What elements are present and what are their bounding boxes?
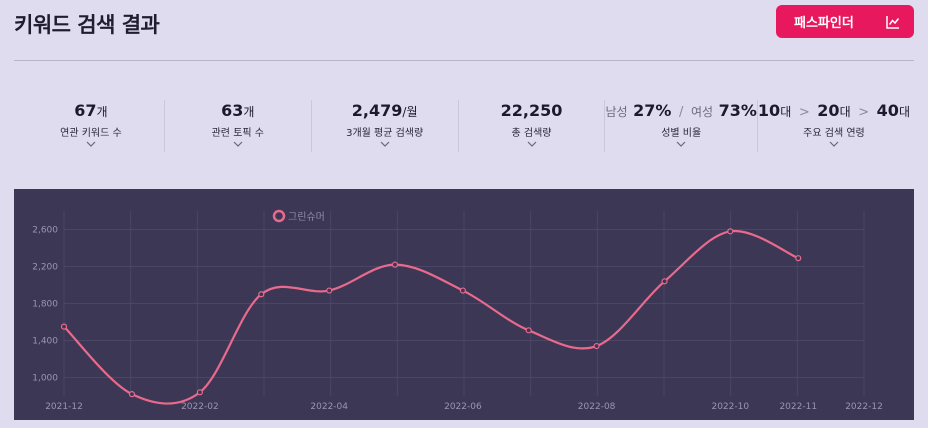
stat-unit: 개 (243, 105, 255, 119)
series-points (60, 228, 802, 398)
age-value: 40 (876, 101, 899, 120)
x-tick-label: 2022-10 (711, 402, 749, 412)
age-value: 10 (757, 101, 781, 120)
chevron-down-icon (829, 141, 839, 147)
age-unit: 대 (839, 105, 851, 119)
x-tick-label: 2022-04 (310, 402, 348, 412)
y-tick-label: 1,800 (32, 300, 58, 310)
series-line-greensumer (63, 230, 799, 405)
x-tick-label: 2021-12 (45, 402, 83, 412)
data-point (326, 287, 333, 294)
data-point (258, 291, 265, 298)
data-point (593, 342, 600, 350)
x-axis-ticks: 2021-12 2022-02 2022-04 2022-06 2022-08 2022-… (45, 402, 883, 412)
chevron-down-icon (676, 141, 686, 147)
stat-monthly-average[interactable]: 2,479/월 3개월 평균 검색량 (312, 100, 459, 152)
male-value: 27% (633, 101, 672, 120)
stat-unit: /월 (402, 105, 418, 119)
data-point (459, 287, 467, 294)
y-axis-ticks: 1,000 1,400 1,800 2,200 2,600 (32, 226, 58, 384)
stat-main-age[interactable]: 10대 > 20대 > 40대 주요 검색 연령 (758, 100, 910, 152)
data-point (661, 278, 668, 285)
data-point (727, 228, 734, 235)
data-point (128, 391, 136, 398)
chevron-down-icon (380, 141, 390, 147)
age-value: 20 (817, 101, 840, 120)
chart-panel: 1,000 1,400 1,800 2,200 2,600 2021-12 2022-02… (14, 189, 914, 420)
y-tick-label: 2,600 (32, 226, 58, 236)
y-tick-label: 1,400 (32, 337, 58, 347)
male-label: 남성 (605, 105, 628, 119)
stat-related-topics[interactable]: 63개 관련 토픽 수 (165, 100, 312, 152)
data-point (196, 389, 203, 396)
stat-value: 63 (221, 101, 244, 120)
legend-marker (272, 209, 286, 223)
age-unit: 대 (780, 105, 792, 119)
gender-separator: / (678, 105, 684, 120)
data-point (391, 261, 399, 268)
stat-unit: 개 (96, 105, 108, 119)
chevron-down-icon (86, 141, 96, 147)
stat-gender-ratio[interactable]: 남성 27% / 여성 73% 성별 비율 (605, 100, 758, 152)
line-chart: 1,000 1,400 1,800 2,200 2,600 2021-12 2022-02… (32, 209, 883, 412)
x-tick-label: 2022-06 (444, 402, 482, 412)
page-title: 키워드 검색 결과 (14, 13, 160, 37)
x-tick-label: 2022-12 (845, 402, 883, 412)
chevron-down-icon (233, 141, 243, 147)
data-point (525, 327, 532, 334)
stat-label: 3개월 평균 검색량 (346, 128, 424, 139)
chevron-down-icon (527, 141, 536, 147)
y-tick-label: 1,000 (32, 374, 58, 384)
x-tick-label: 2022-02 (181, 402, 219, 412)
pathfinder-label: 패스파인더 (794, 16, 854, 31)
stat-total-searches[interactable]: 22,250 총 검색량 (459, 100, 606, 152)
x-tick-label: 2022-11 (779, 402, 817, 412)
chart-grid (63, 211, 865, 396)
age-unit: 대 (898, 105, 910, 119)
legend-label: 그린슈머 (288, 211, 325, 223)
chart-legend[interactable]: 그린슈머 (272, 209, 325, 223)
stat-label: 주요 검색 연령 (803, 128, 865, 139)
age-separator: > (858, 105, 870, 120)
stat-value: 2,479 (351, 101, 403, 120)
stat-label: 관련 토픽 수 (211, 128, 264, 139)
stat-value: 67 (74, 101, 97, 120)
stat-label: 연관 키워드 수 (60, 128, 122, 139)
x-tick-label: 2022-08 (578, 402, 616, 412)
stat-value: 22,250 (500, 101, 563, 120)
data-point (60, 323, 68, 330)
female-label: 여성 (690, 105, 714, 119)
line-chart-icon (886, 15, 900, 29)
age-separator: > (798, 105, 810, 120)
stat-label: 성별 비율 (661, 128, 702, 139)
stat-related-keywords[interactable]: 67개 연관 키워드 수 (18, 100, 165, 152)
stats-summary: 67개 연관 키워드 수 63개 관련 토픽 수 2,479/월 3개월 평균 … (18, 100, 910, 152)
pathfinder-button[interactable]: 패스파인더 (776, 5, 914, 38)
header-divider (14, 60, 914, 61)
stat-label: 총 검색량 (511, 128, 552, 139)
data-point (795, 255, 802, 262)
female-value: 73% (718, 101, 757, 120)
y-tick-label: 2,200 (32, 263, 58, 273)
